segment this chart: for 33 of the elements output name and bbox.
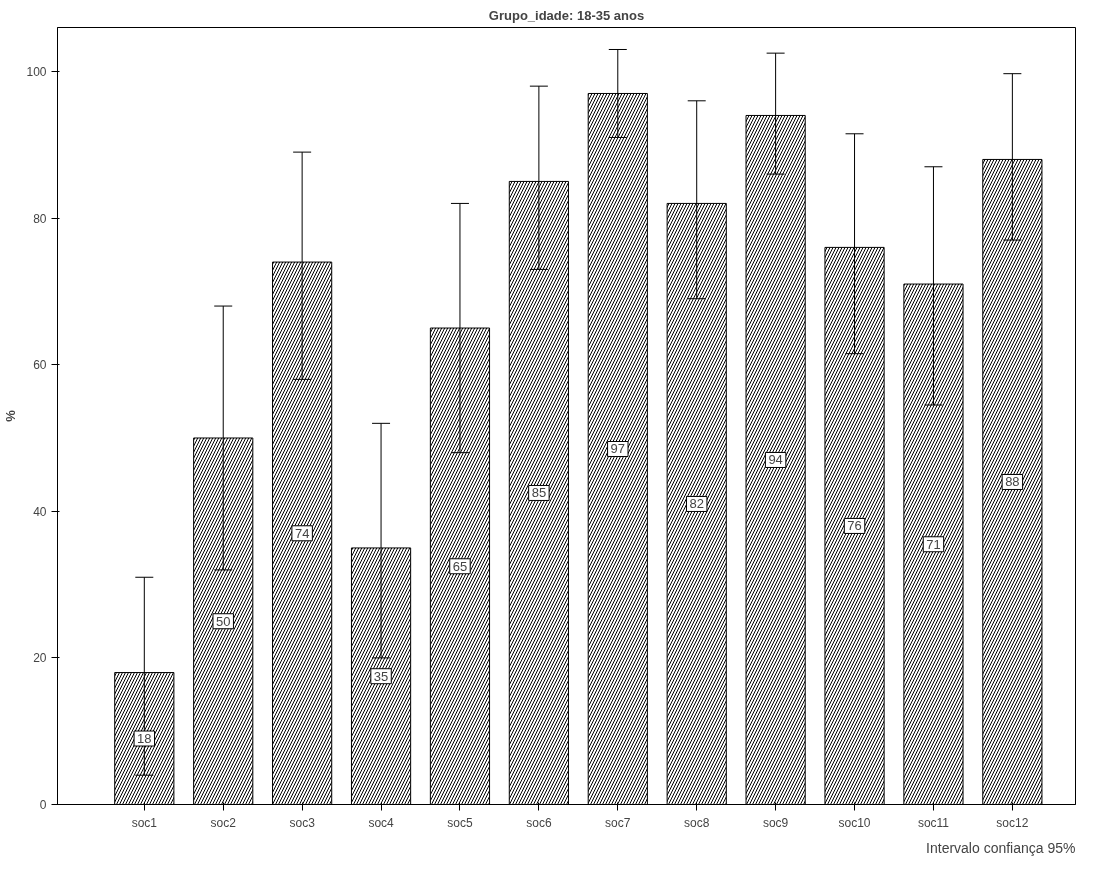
y-tick-label: 60 [33,358,47,373]
data-label: 65 [452,558,468,574]
y-tick-label: 0 [39,798,47,812]
chart-title: Grupo_idade: 18-35 anos [488,7,645,23]
x-tick-label: soc8 [684,815,710,830]
x-tick-label: soc3 [289,815,316,830]
x-tick-label: soc6 [526,815,552,830]
y-axis-title: % [3,409,19,422]
data-label: 18 [137,731,152,747]
data-label: 97 [610,441,626,457]
x-tick-label: soc11 [917,815,950,830]
x-tick-label: soc4 [368,815,395,830]
x-tick-label: soc10 [838,815,871,830]
data-label: 74 [294,525,310,541]
data-label: 50 [215,613,231,629]
y-tick-label: 20 [33,651,47,666]
data-label: 85 [531,485,547,501]
data-label: 82 [689,496,704,512]
data-label: 76 [847,518,862,534]
x-tick-label: soc7 [605,815,631,830]
x-tick-label: soc12 [996,815,1029,830]
y-tick-label: 100 [26,64,47,79]
data-label: 88 [1005,474,1020,490]
x-tick-label: soc1 [131,815,158,830]
data-label: 35 [373,668,389,684]
data-label: 71 [926,536,941,552]
text: Intervalo confiança 95% [926,839,1076,856]
x-tick-label: soc2 [210,815,237,830]
y-tick-label: 80 [33,211,47,226]
y-tick-label: 40 [33,504,47,519]
x-tick-label: soc9 [762,815,789,830]
data-label: 94 [768,452,783,468]
x-tick-label: soc5 [447,815,473,830]
